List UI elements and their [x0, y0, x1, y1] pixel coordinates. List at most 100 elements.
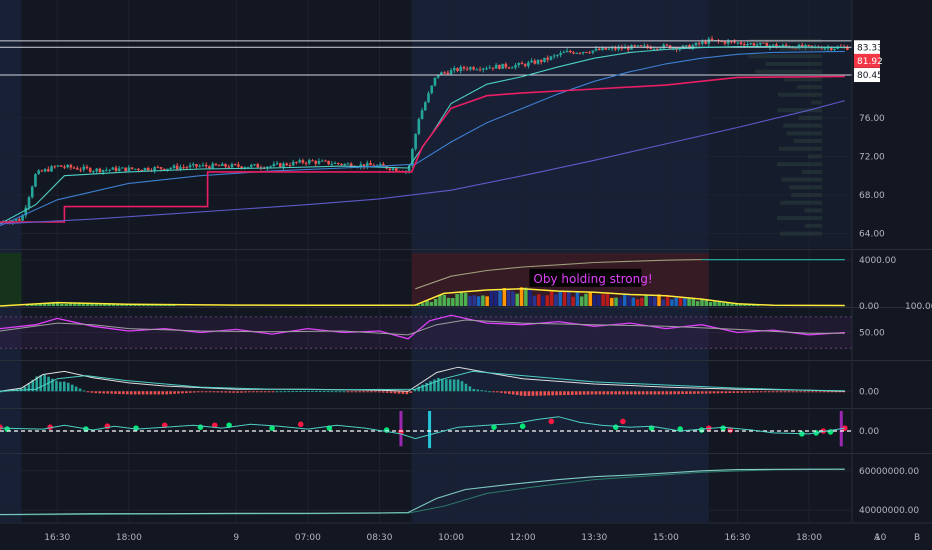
volume-bar: [536, 294, 541, 306]
signal-dot-red: [820, 428, 827, 434]
macd-bar: [507, 391, 511, 394]
macd-bar: [783, 391, 787, 393]
candle: [40, 170, 44, 172]
macd-bar: [543, 391, 547, 396]
candle: [662, 44, 666, 49]
candle: [433, 77, 437, 86]
candle: [720, 41, 723, 43]
macd-bar: [413, 389, 417, 392]
volume-profile-bar: [796, 85, 822, 90]
macd-bar: [283, 391, 287, 393]
volume-bar: [708, 302, 713, 306]
volume-bar: [541, 295, 545, 306]
volume-profile-bar: [755, 69, 822, 74]
macd-bar: [189, 391, 192, 393]
volume-profile-bar: [748, 54, 822, 59]
signal-dot-red: [297, 421, 304, 428]
candle: [726, 41, 730, 44]
macd-bar: [594, 391, 598, 395]
volume-bar: [98, 304, 103, 306]
candle: [275, 163, 279, 165]
volume-bar: [622, 293, 627, 306]
candle: [514, 65, 517, 68]
candle: [420, 110, 424, 120]
candle: [823, 48, 827, 50]
candle: [530, 60, 533, 63]
volume-bar: [691, 298, 696, 306]
macd-bar: [374, 391, 377, 393]
candle: [552, 55, 556, 57]
candle: [771, 44, 775, 46]
volume-profile-bar: [765, 61, 822, 66]
macd-bar: [334, 391, 338, 393]
candle: [27, 197, 31, 208]
candle: [704, 41, 707, 44]
oscillator-signal-line: [0, 319, 845, 336]
macd-bar: [716, 391, 720, 394]
macd-bar: [173, 391, 176, 394]
candle: [765, 42, 769, 48]
volume-bar: [425, 300, 429, 306]
macd-bar: [385, 391, 389, 393]
macd-bar: [626, 391, 629, 395]
volume-bar: [47, 302, 51, 306]
candle: [742, 44, 746, 46]
macd-bar: [677, 391, 680, 395]
macd-bar: [582, 391, 586, 395]
volume-bar: [648, 294, 653, 306]
macd-bar: [315, 390, 318, 392]
candle: [204, 164, 208, 167]
price-tag-label: 81.92: [857, 57, 883, 67]
candle: [153, 167, 156, 171]
candle: [701, 41, 704, 44]
candle: [169, 167, 173, 169]
candle: [304, 162, 308, 164]
macd-bar: [228, 391, 231, 393]
volume-bar: [610, 297, 614, 306]
candle: [311, 160, 314, 162]
macd-bar: [732, 391, 736, 393]
candle: [539, 60, 543, 62]
volume-bar: [571, 296, 575, 306]
macd-bar: [515, 391, 519, 396]
volume-bar: [614, 297, 618, 306]
candle: [639, 45, 643, 47]
macd-bar: [480, 390, 484, 392]
signal-spike: [399, 410, 403, 447]
candle: [833, 48, 836, 50]
macd-bar: [409, 391, 413, 393]
candle: [166, 168, 169, 171]
macd-bar: [295, 391, 298, 393]
macd-bar: [468, 386, 472, 392]
candle: [50, 166, 53, 172]
volume-bar: [111, 304, 116, 306]
time-tick-label: 18:00: [796, 533, 822, 543]
volume-profile-bar: [777, 92, 822, 97]
candle: [246, 166, 250, 168]
candle: [684, 45, 688, 47]
candle: [214, 163, 218, 166]
macd-bar: [311, 390, 314, 392]
macd-bar: [39, 375, 42, 392]
candle: [124, 167, 127, 172]
macd-bar: [70, 384, 74, 392]
signal-dot-red: [548, 418, 555, 425]
macd-bar: [59, 381, 62, 392]
axis-mode-a-button[interactable]: A: [874, 533, 881, 543]
candle: [34, 174, 37, 187]
macd-bar: [823, 391, 826, 393]
candle: [14, 219, 18, 221]
axis-mode-b-button[interactable]: B: [914, 533, 920, 543]
candle: [18, 219, 21, 221]
macd-bar: [232, 391, 235, 393]
volume-bar: [730, 303, 734, 306]
candle: [494, 64, 498, 69]
macd-bar: [720, 391, 724, 394]
volume-profile-bar: [798, 115, 822, 120]
macd-bar: [756, 391, 759, 393]
macd-bar: [157, 391, 161, 395]
volume-bar: [150, 304, 154, 306]
signal-dot-green: [133, 425, 139, 431]
candle: [88, 168, 92, 172]
